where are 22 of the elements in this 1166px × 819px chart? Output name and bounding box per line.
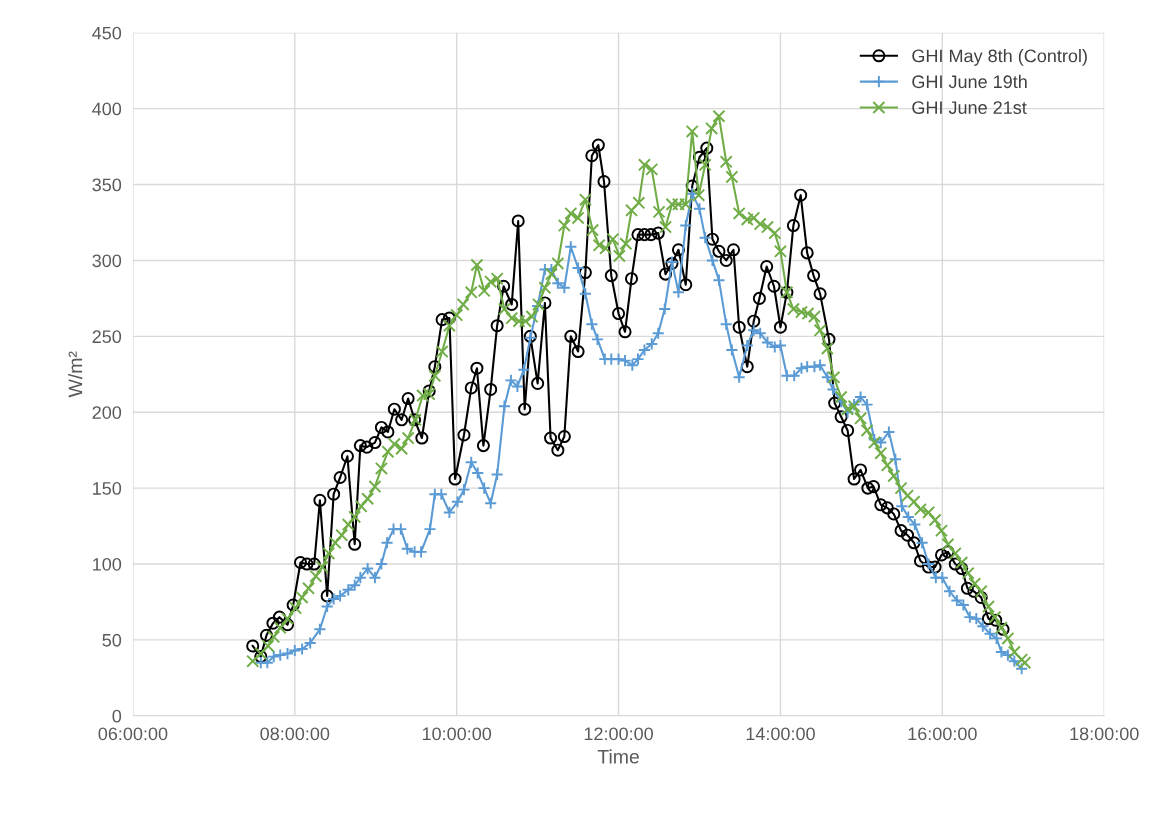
y-tick-label: 250 — [92, 330, 122, 344]
y-tick-label: 50 — [102, 633, 122, 647]
x-tick-label: 10:00:00 — [422, 727, 492, 741]
legend-label: GHI May 8th (Control) — [912, 49, 1087, 66]
x-tick-label: 14:00:00 — [746, 727, 815, 741]
legend-label: GHI June 21st — [912, 101, 1027, 114]
y-tick-label: 450 — [92, 26, 122, 40]
y-axis-title: W/m² — [68, 351, 83, 398]
x-tick-label: 18:00:00 — [1070, 727, 1139, 741]
y-tick-label: 300 — [92, 254, 122, 268]
x-tick-label: 06:00:00 — [98, 727, 168, 741]
x-tick-label: 08:00:00 — [260, 727, 330, 741]
y-tick-label: 0 — [112, 709, 122, 723]
y-tick-label: 200 — [92, 406, 122, 419]
x-tick-label: 12:00:00 — [584, 727, 653, 741]
y-tick-label: 150 — [93, 482, 122, 495]
y-tick-label: 100 — [93, 557, 122, 571]
x-tick-label: 16:00:00 — [908, 727, 977, 741]
x-axis-title: Time — [597, 749, 639, 764]
legend-label: GHI June 19th — [912, 74, 1027, 89]
y-tick-label: 400 — [92, 102, 122, 116]
y-tick-label: 350 — [92, 178, 122, 192]
